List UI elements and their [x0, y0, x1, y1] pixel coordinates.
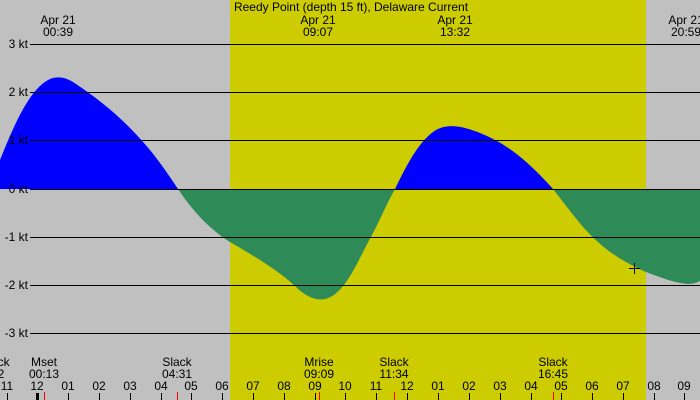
- event-label: Mset 00:13: [14, 356, 74, 380]
- hour-label: 08: [647, 379, 661, 393]
- hour-label: 10: [338, 379, 352, 393]
- ebb-area-1: [178, 189, 395, 300]
- event-name: Slack: [538, 355, 568, 369]
- hour-label: 07: [616, 379, 630, 393]
- extremum-time: 20:59: [670, 25, 700, 39]
- event-time: 16:45: [537, 367, 569, 381]
- hour-label: 01: [431, 379, 445, 393]
- hour-label: 11: [369, 379, 383, 393]
- y-tick-label: -3 kt: [4, 326, 28, 340]
- event-name: Slack: [379, 355, 409, 369]
- event-time: 04:31: [161, 367, 193, 381]
- extremum-time: 09:07: [302, 25, 334, 39]
- hour-label: 09: [677, 379, 691, 393]
- event-label: Mrise 09:09: [289, 356, 349, 380]
- y-tick-label: -2 kt: [4, 278, 28, 292]
- ebb-area-2: [553, 189, 700, 284]
- hour-label: 02: [92, 379, 106, 393]
- y-tick-label: 2 kt: [8, 85, 28, 99]
- hour-label: 02: [462, 379, 476, 393]
- flood-area-2: [395, 126, 553, 189]
- event-label: Slack 11:34: [364, 356, 424, 380]
- hour-label: 04: [154, 379, 168, 393]
- extremum-label: Apr 21 09:07: [288, 14, 348, 38]
- hour-label: 09: [308, 379, 322, 393]
- event-name: Slack: [162, 355, 192, 369]
- extremum-time: 00:39: [42, 25, 74, 39]
- hour-label: 06: [585, 379, 599, 393]
- hour-label: 06: [215, 379, 229, 393]
- extremum-time: 13:32: [439, 25, 471, 39]
- event-name: Slack: [0, 355, 10, 369]
- extremum-label: Apr 21 13:32: [425, 14, 485, 38]
- hour-label: 04: [524, 379, 538, 393]
- hour-label: 03: [123, 379, 137, 393]
- event-name: Mset: [30, 355, 57, 369]
- hour-label: 03: [493, 379, 507, 393]
- hour-label: 07: [246, 379, 260, 393]
- y-tick-label: -1 kt: [4, 230, 28, 244]
- chart-title: Reedy Point (depth 15 ft), Delaware Curr…: [233, 0, 469, 14]
- event-label: Slack 16:45: [523, 356, 583, 380]
- midnight-tick: [36, 393, 39, 400]
- grid-lines: [30, 44, 700, 334]
- event-label: Slack 04:31: [147, 356, 207, 380]
- hour-label: 08: [277, 379, 291, 393]
- y-tick-label: 3 kt: [8, 37, 28, 51]
- extremum-label: Apr 21 20:59: [656, 14, 700, 38]
- extremum-label: Apr 21 00:39: [28, 14, 88, 38]
- hour-label: 11: [0, 379, 14, 393]
- hour-label: 12: [30, 379, 44, 393]
- hour-label: 05: [554, 379, 568, 393]
- hour-label: 12: [400, 379, 414, 393]
- extremum-date: Apr 21: [40, 13, 76, 27]
- extremum-date: Apr 21: [668, 13, 700, 27]
- extremum-date: Apr 21: [300, 13, 336, 27]
- event-name: Mrise: [304, 355, 334, 369]
- hour-label: 05: [184, 379, 198, 393]
- event-label: Slack …2: [0, 356, 25, 380]
- event-time: 09:09: [303, 367, 335, 381]
- hour-label: 01: [61, 379, 75, 393]
- y-tick-label: 0 kt: [8, 182, 28, 196]
- event-time: …2: [0, 367, 5, 381]
- event-time: 00:13: [28, 367, 60, 381]
- y-tick-label: 1 kt: [8, 133, 28, 147]
- flood-area-1: [0, 77, 178, 189]
- crosshair-cursor-icon: [629, 263, 640, 274]
- event-time: 11:34: [379, 367, 409, 381]
- extremum-date: Apr 21: [437, 13, 473, 27]
- hour-ticks: [7, 393, 685, 400]
- event-ticks: [44, 392, 554, 400]
